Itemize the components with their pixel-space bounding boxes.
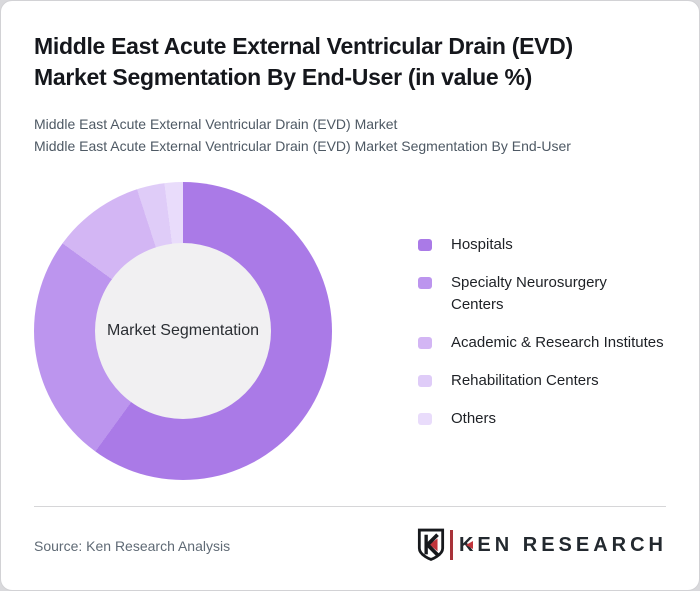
legend: Hospitals Specialty Neurosurgery Centers… [418, 234, 678, 430]
chart-title-line2: Market Segmentation By End-User (in valu… [34, 64, 533, 90]
legend-swatch [418, 413, 432, 425]
legend-item-hospitals: Hospitals [418, 234, 678, 256]
legend-label: Academic & Research Institutes [451, 334, 664, 351]
donut-chart: Market Segmentation [34, 182, 332, 480]
ken-research-shield-icon [417, 528, 445, 561]
legend-item-specialty-neurosurgery-centers: Specialty Neurosurgery Centers [418, 272, 678, 316]
ken-research-logo: KEN RESEARCH [417, 528, 667, 562]
legend-label: Others [451, 410, 497, 427]
legend-item-rehabilitation-centers: Rehabilitation Centers [418, 370, 678, 392]
chart-title: Middle East Acute External Ventricular D… [34, 31, 573, 93]
legend-swatch [418, 277, 432, 289]
legend-swatch [418, 375, 432, 387]
footer-divider [34, 506, 666, 507]
chart-subtitle-line2: Middle East Acute External Ventricular D… [34, 137, 571, 154]
source-note: Source: Ken Research Analysis [34, 538, 231, 554]
legend-label: Specialty Neurosurgery Centers [451, 274, 607, 313]
donut-center: Market Segmentation [95, 243, 271, 419]
legend-item-academic-research-institutes: Academic & Research Institutes [418, 332, 678, 354]
legend-label: Hospitals [451, 236, 513, 253]
donut-center-label: Market Segmentation [106, 322, 260, 339]
chart-subtitles: Middle East Acute External Ventricular D… [34, 114, 571, 157]
logo-wordmark: KEN RESEARCH [458, 533, 667, 556]
chart-subtitle-line1: Middle East Acute External Ventricular D… [34, 116, 398, 132]
chart-title-line1: Middle East Acute External Ventricular D… [34, 33, 573, 59]
logo-divider-bar [449, 530, 453, 560]
legend-swatch [418, 239, 432, 251]
legend-item-others: Others [418, 408, 678, 430]
legend-swatch [418, 337, 432, 349]
legend-label: Rehabilitation Centers [451, 372, 599, 389]
logo-k-triangle-icon [465, 540, 473, 549]
